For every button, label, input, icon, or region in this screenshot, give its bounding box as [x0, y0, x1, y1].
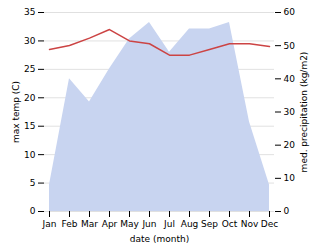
svg-text:Feb: Feb [62, 219, 78, 229]
svg-text:10: 10 [24, 150, 36, 160]
svg-text:0: 0 [284, 206, 290, 216]
svg-text:Jan: Jan [42, 219, 57, 229]
svg-text:Sep: Sep [201, 219, 218, 229]
svg-text:20: 20 [24, 93, 36, 103]
svg-text:10: 10 [284, 173, 296, 183]
svg-text:60: 60 [284, 7, 296, 17]
svg-text:Dec: Dec [261, 219, 278, 229]
svg-text:May: May [120, 219, 139, 229]
svg-text:date (month): date (month) [130, 234, 189, 244]
svg-text:max temp (C): max temp (C) [11, 81, 21, 143]
svg-text:Mar: Mar [81, 219, 98, 229]
svg-text:Aug: Aug [181, 219, 199, 229]
svg-text:30: 30 [24, 36, 36, 46]
svg-text:Nov: Nov [241, 219, 259, 229]
svg-text:Oct: Oct [222, 219, 238, 229]
svg-text:20: 20 [284, 140, 296, 150]
svg-text:25: 25 [24, 64, 35, 74]
svg-text:Jul: Jul [163, 219, 175, 229]
svg-text:40: 40 [284, 74, 296, 84]
svg-text:med. precipitation (kg/m2): med. precipitation (kg/m2) [299, 52, 309, 173]
svg-text:15: 15 [24, 121, 35, 131]
svg-text:35: 35 [24, 7, 35, 17]
svg-text:50: 50 [284, 41, 296, 51]
svg-text:0: 0 [30, 206, 36, 216]
svg-text:5: 5 [30, 178, 36, 188]
svg-text:Apr: Apr [102, 219, 118, 229]
svg-text:Jun: Jun [141, 219, 156, 229]
svg-text:30: 30 [284, 107, 296, 117]
